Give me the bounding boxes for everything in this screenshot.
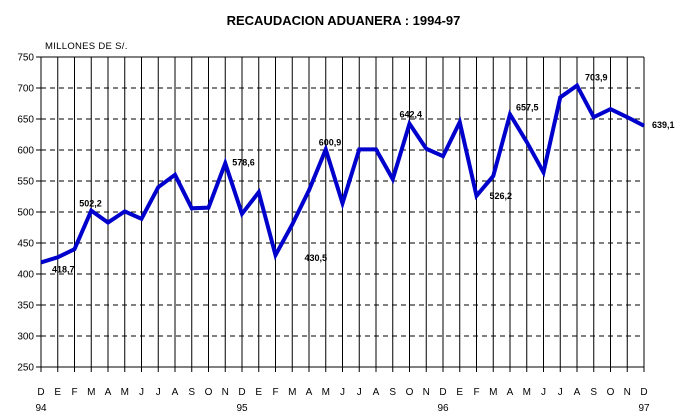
month-label: S: [188, 387, 195, 398]
y-tick-label: 350: [17, 301, 34, 312]
month-label: N: [222, 387, 229, 398]
revenue-line: [40, 82, 645, 265]
month-label: O: [607, 387, 615, 398]
year-label: 97: [638, 403, 650, 414]
month-label: J: [558, 387, 563, 398]
month-label: O: [205, 387, 213, 398]
month-label: S: [590, 387, 597, 398]
month-label: F: [71, 387, 77, 398]
month-label: J: [156, 387, 161, 398]
point-value-label: 600,9: [319, 137, 342, 147]
month-label: J: [541, 387, 546, 398]
y-tick-label: 400: [17, 270, 34, 281]
month-label: J: [139, 387, 144, 398]
month-label: M: [87, 387, 95, 398]
month-label: M: [322, 387, 330, 398]
y-tick-label: 450: [17, 239, 34, 250]
month-label: F: [473, 387, 479, 398]
month-label: J: [340, 387, 345, 398]
point-value-label: 430,5: [305, 253, 328, 263]
month-label: M: [121, 387, 129, 398]
month-label: N: [423, 387, 430, 398]
month-label: A: [172, 387, 179, 398]
month-label: J: [357, 387, 362, 398]
month-label: E: [456, 387, 463, 398]
month-label: M: [489, 387, 497, 398]
month-label: D: [37, 387, 44, 398]
y-tick-label: 550: [17, 177, 34, 188]
month-label: F: [272, 387, 278, 398]
point-value-label: 657,5: [516, 102, 539, 112]
y-tick-label: 650: [17, 115, 34, 126]
point-value-label: 526,2: [490, 191, 513, 201]
y-tick-label: 500: [17, 208, 34, 219]
y-axis-title: MILLONES DE S/.: [45, 41, 128, 52]
year-label: 95: [236, 403, 248, 414]
month-label: A: [574, 387, 581, 398]
y-tick-label: 250: [17, 363, 34, 374]
month-label: D: [439, 387, 446, 398]
month-label: S: [389, 387, 396, 398]
month-label: A: [507, 387, 514, 398]
y-tick-label: 750: [17, 53, 34, 64]
month-label: A: [105, 387, 112, 398]
year-label: 96: [437, 403, 449, 414]
month-label: D: [640, 387, 647, 398]
point-value-label: 639,1: [652, 120, 675, 130]
chart-title: RECAUDACION ADUANERA : 1994-97: [226, 13, 461, 28]
month-label: N: [624, 387, 631, 398]
point-value-label: 703,9: [585, 73, 608, 83]
month-label: M: [523, 387, 531, 398]
month-label: E: [255, 387, 262, 398]
month-label: M: [288, 387, 296, 398]
point-value-label: 418,7: [52, 264, 75, 274]
month-label: A: [373, 387, 380, 398]
y-tick-label: 600: [17, 146, 34, 157]
y-tick-label: 700: [17, 84, 34, 95]
month-label: D: [238, 387, 245, 398]
point-value-label: 502,2: [79, 199, 102, 209]
month-label: E: [54, 387, 61, 398]
month-label: O: [406, 387, 414, 398]
year-label: 94: [35, 403, 47, 414]
y-tick-label: 300: [17, 332, 34, 343]
point-value-label: 642,4: [400, 110, 423, 120]
month-label: A: [306, 387, 313, 398]
point-value-label: 578,6: [232, 157, 255, 167]
